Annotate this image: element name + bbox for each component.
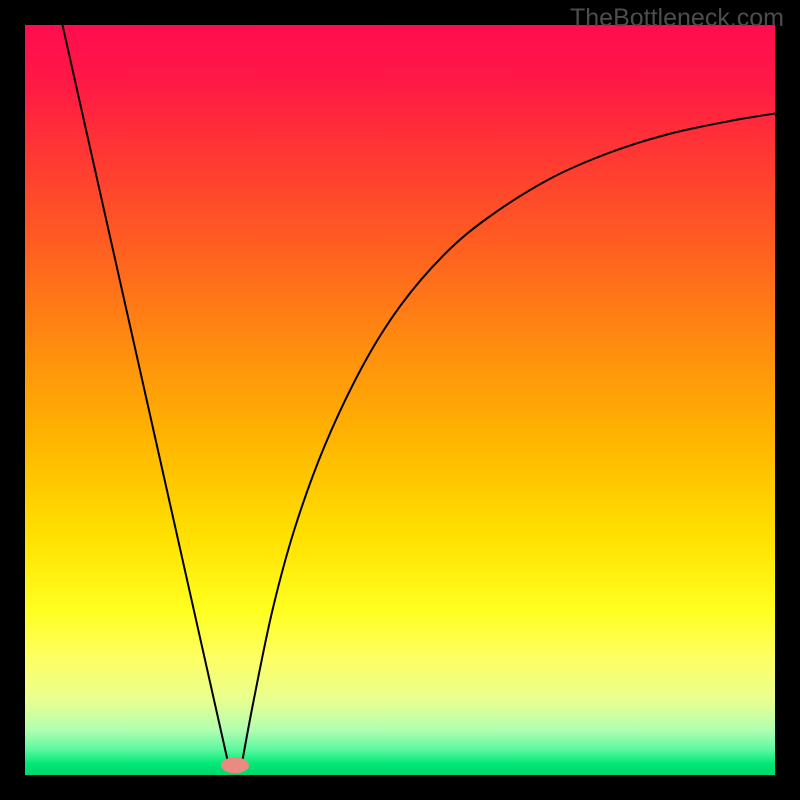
- bottleneck-curve: [25, 25, 775, 775]
- optimal-point-marker: [221, 757, 249, 773]
- watermark-text: TheBottleneck.com: [570, 4, 784, 33]
- curve-left-branch: [63, 25, 228, 760]
- plot-area: [25, 25, 775, 775]
- curve-right-branch: [243, 114, 776, 761]
